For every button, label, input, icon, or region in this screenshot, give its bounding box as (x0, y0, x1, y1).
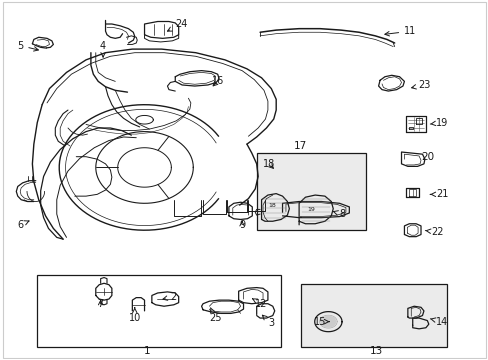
Text: 12: 12 (252, 299, 267, 309)
Text: 3: 3 (262, 315, 274, 328)
Text: 24: 24 (167, 19, 187, 31)
Text: 19: 19 (429, 118, 447, 128)
Text: 7: 7 (97, 299, 103, 309)
Text: 2: 2 (163, 292, 177, 302)
Text: 25: 25 (208, 308, 221, 323)
Bar (256, 153, 366, 230)
Text: 4: 4 (100, 41, 106, 57)
Circle shape (321, 316, 335, 327)
Text: 6: 6 (17, 220, 29, 230)
Text: 15: 15 (313, 317, 328, 327)
Text: 1: 1 (143, 346, 150, 356)
Text: 13: 13 (369, 346, 382, 356)
Text: 5: 5 (17, 41, 38, 51)
Text: 23: 23 (411, 80, 430, 90)
Text: 19: 19 (306, 207, 314, 212)
Text: 9: 9 (239, 220, 244, 230)
Text: 20: 20 (420, 152, 433, 162)
Text: 18: 18 (267, 203, 275, 208)
Text: 8: 8 (333, 209, 345, 219)
Text: 18: 18 (262, 159, 274, 169)
Text: 11: 11 (384, 26, 416, 36)
Bar (300, 284, 446, 347)
Text: 10: 10 (128, 307, 141, 323)
Bar (37, 275, 281, 347)
Text: 22: 22 (425, 227, 443, 237)
Text: 17: 17 (293, 141, 306, 151)
Text: 16: 16 (211, 76, 224, 86)
Text: 14: 14 (429, 317, 447, 327)
Text: 21: 21 (429, 189, 447, 199)
